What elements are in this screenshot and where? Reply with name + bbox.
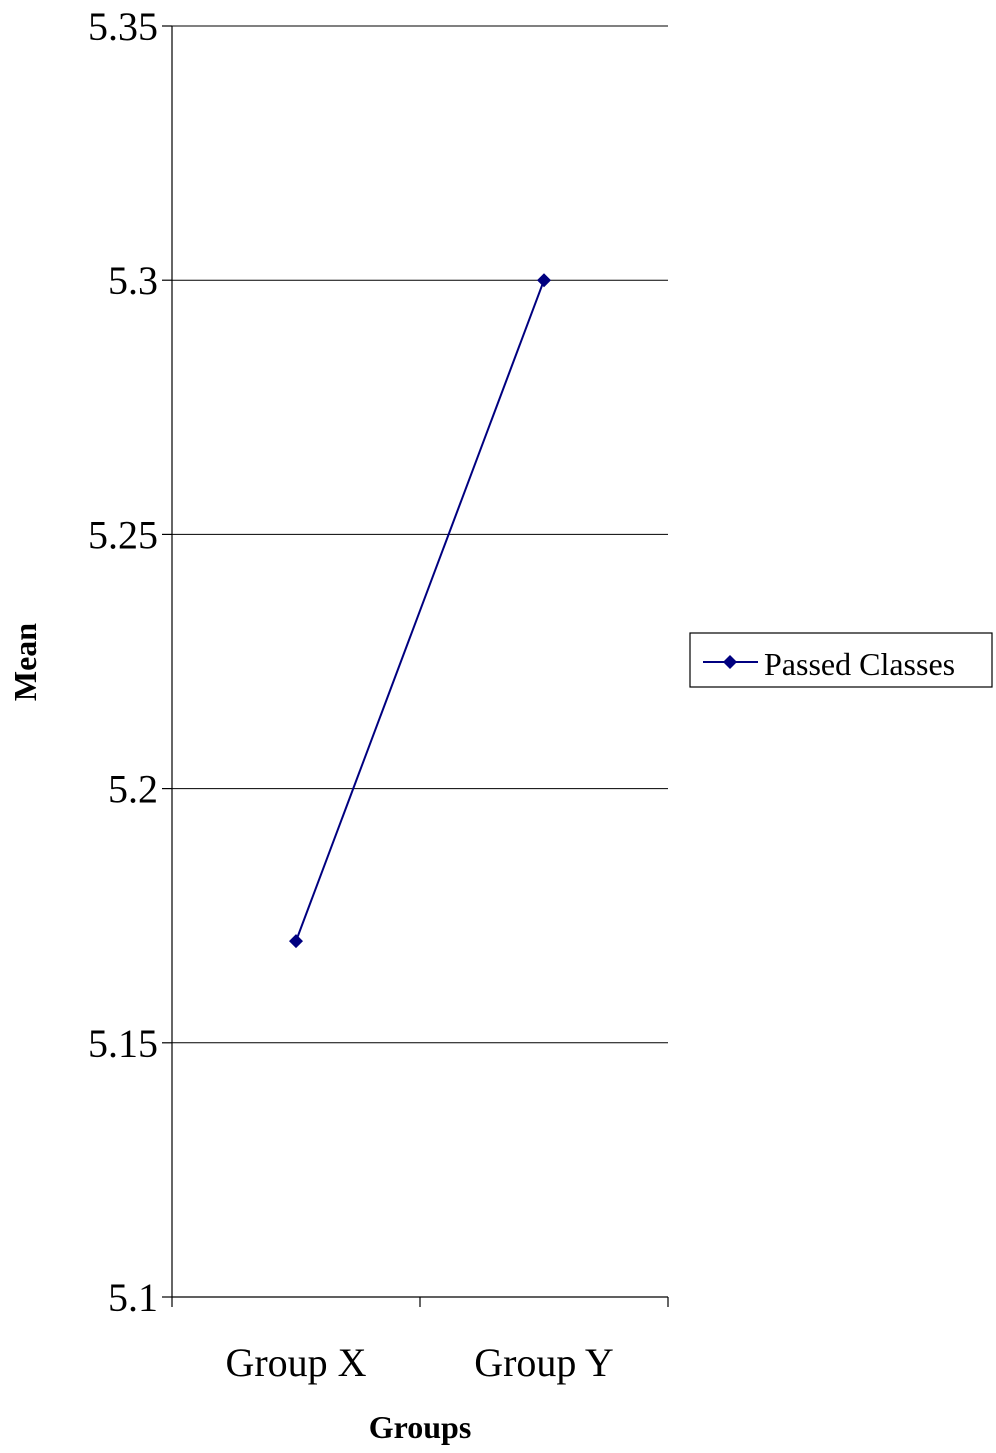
series-line [295, 279, 545, 942]
x-axis-title: Groups [369, 1409, 472, 1445]
y-tick-label: 5.2 [108, 767, 158, 812]
x-tick-label: Group X [225, 1340, 366, 1385]
x-tick-label: Group Y [474, 1340, 614, 1385]
data-point [289, 934, 303, 949]
y-axis-title: Mean [7, 623, 43, 701]
y-tick-label: 5.35 [88, 4, 158, 49]
legend: Passed Classes [689, 632, 993, 688]
y-axis-ticks: 5.35 5.3 5.25 5.2 5.15 5.1 [88, 4, 172, 1320]
series-group [289, 273, 551, 949]
gridlines [172, 25, 668, 1044]
y-tick-label: 5.25 [88, 512, 158, 557]
legend-box [689, 632, 993, 688]
y-tick-label: 5.1 [108, 1275, 158, 1320]
data-point [537, 273, 551, 288]
y-tick-label: 5.3 [108, 258, 158, 303]
axes [171, 26, 668, 1298]
y-tick-label: 5.15 [88, 1021, 158, 1066]
legend-marker-swatch [723, 655, 737, 669]
x-axis-ticks: Group X Group Y [171, 1297, 669, 1385]
legend-label: Passed Classes [764, 646, 955, 682]
